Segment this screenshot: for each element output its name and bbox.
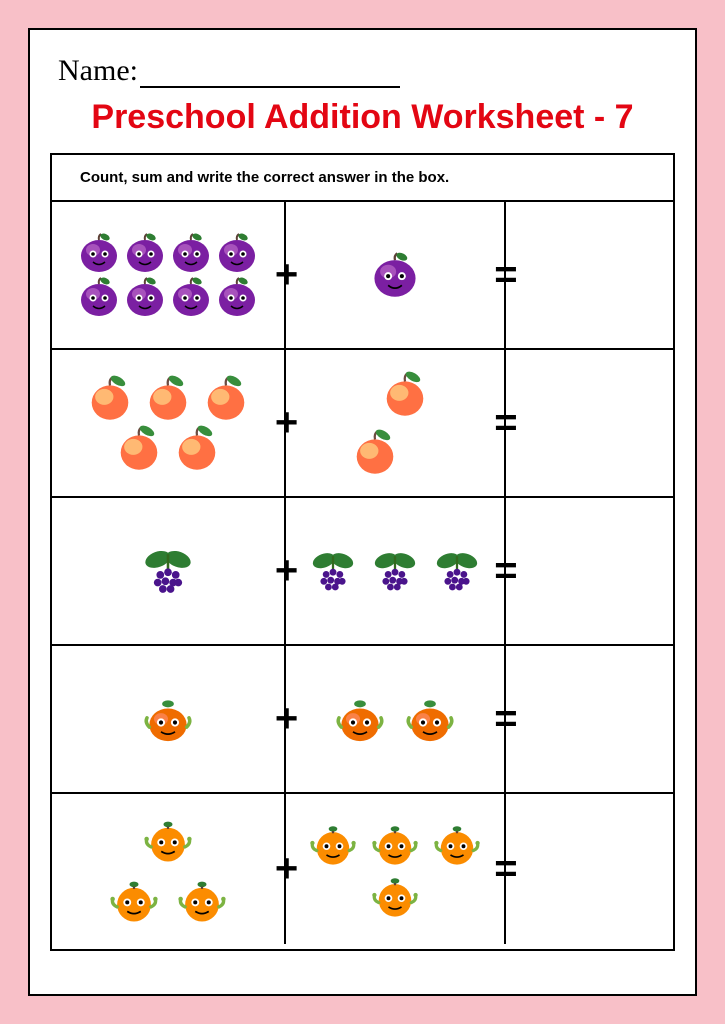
name-field-row: Name: bbox=[58, 54, 675, 88]
plum-icon bbox=[78, 232, 120, 274]
orange-face-icon bbox=[175, 875, 229, 923]
answer-cell[interactable] bbox=[506, 794, 673, 944]
peach-icon bbox=[202, 374, 250, 422]
fruit-group bbox=[58, 800, 278, 938]
orange-face-icon bbox=[307, 820, 359, 866]
peach-face-icon bbox=[402, 694, 458, 744]
orange-face-icon bbox=[369, 872, 421, 918]
peach-icon bbox=[86, 374, 134, 422]
answer-cell[interactable] bbox=[506, 350, 673, 496]
peach-icon bbox=[351, 428, 399, 476]
peach-icon bbox=[115, 424, 163, 472]
plum-icon bbox=[170, 276, 212, 318]
addend-right-cell: = bbox=[286, 350, 505, 496]
problem-row: + = bbox=[52, 794, 673, 944]
answer-cell[interactable] bbox=[506, 646, 673, 792]
problems-grid: + = bbox=[52, 200, 673, 944]
name-label: Name: bbox=[58, 54, 138, 87]
fruit-group bbox=[58, 208, 278, 342]
answer-cell[interactable] bbox=[506, 498, 673, 644]
addend-left-cell: + bbox=[52, 794, 286, 944]
peach-face-icon bbox=[332, 694, 388, 744]
fruit-group bbox=[58, 504, 278, 638]
plum-icon bbox=[170, 232, 212, 274]
orange-face-icon bbox=[369, 820, 421, 866]
worksheet-title: Preschool Addition Worksheet - 7 bbox=[50, 98, 675, 137]
plum-icon bbox=[124, 276, 166, 318]
instructions-text: Count, sum and write the correct answer … bbox=[80, 169, 673, 186]
addend-right-cell: = bbox=[286, 498, 505, 644]
name-input-line[interactable] bbox=[140, 62, 400, 88]
fruit-group bbox=[58, 356, 278, 490]
peach-icon bbox=[144, 374, 192, 422]
fruit-group bbox=[292, 504, 497, 638]
problem-row: + = bbox=[52, 202, 673, 350]
fruit-group bbox=[292, 652, 497, 786]
fruit-group bbox=[292, 208, 497, 342]
orange-face-icon bbox=[107, 875, 161, 923]
addend-right-cell: = bbox=[286, 646, 505, 792]
content-frame: Count, sum and write the correct answer … bbox=[50, 153, 675, 951]
addend-left-cell: + bbox=[52, 350, 286, 496]
elderberry-icon bbox=[138, 544, 198, 598]
answer-cell[interactable] bbox=[506, 202, 673, 348]
fruit-group bbox=[292, 800, 497, 938]
plum-icon bbox=[216, 232, 258, 274]
worksheet-page: Name: Preschool Addition Worksheet - 7 C… bbox=[28, 28, 697, 996]
addend-right-cell: = bbox=[286, 202, 505, 348]
problem-row: + = bbox=[52, 350, 673, 498]
addend-left-cell: + bbox=[52, 498, 286, 644]
fruit-group bbox=[58, 652, 278, 786]
elderberry-icon bbox=[431, 547, 483, 595]
plum-icon bbox=[78, 276, 120, 318]
elderberry-icon bbox=[369, 547, 421, 595]
orange-face-icon bbox=[431, 820, 483, 866]
plum-icon bbox=[124, 232, 166, 274]
orange-face-icon bbox=[141, 815, 195, 863]
peach-icon bbox=[381, 370, 429, 418]
fruit-group bbox=[292, 356, 497, 490]
plum-icon bbox=[371, 251, 419, 299]
outer-frame: Name: Preschool Addition Worksheet - 7 C… bbox=[0, 0, 725, 1024]
elderberry-icon bbox=[307, 547, 359, 595]
addend-left-cell: + bbox=[52, 646, 286, 792]
problem-row: + = bbox=[52, 498, 673, 646]
peach-icon bbox=[173, 424, 221, 472]
peach-face-icon bbox=[140, 694, 196, 744]
plum-icon bbox=[216, 276, 258, 318]
addend-right-cell: = bbox=[286, 794, 505, 944]
problem-row: + = bbox=[52, 646, 673, 794]
addend-left-cell: + bbox=[52, 202, 286, 348]
